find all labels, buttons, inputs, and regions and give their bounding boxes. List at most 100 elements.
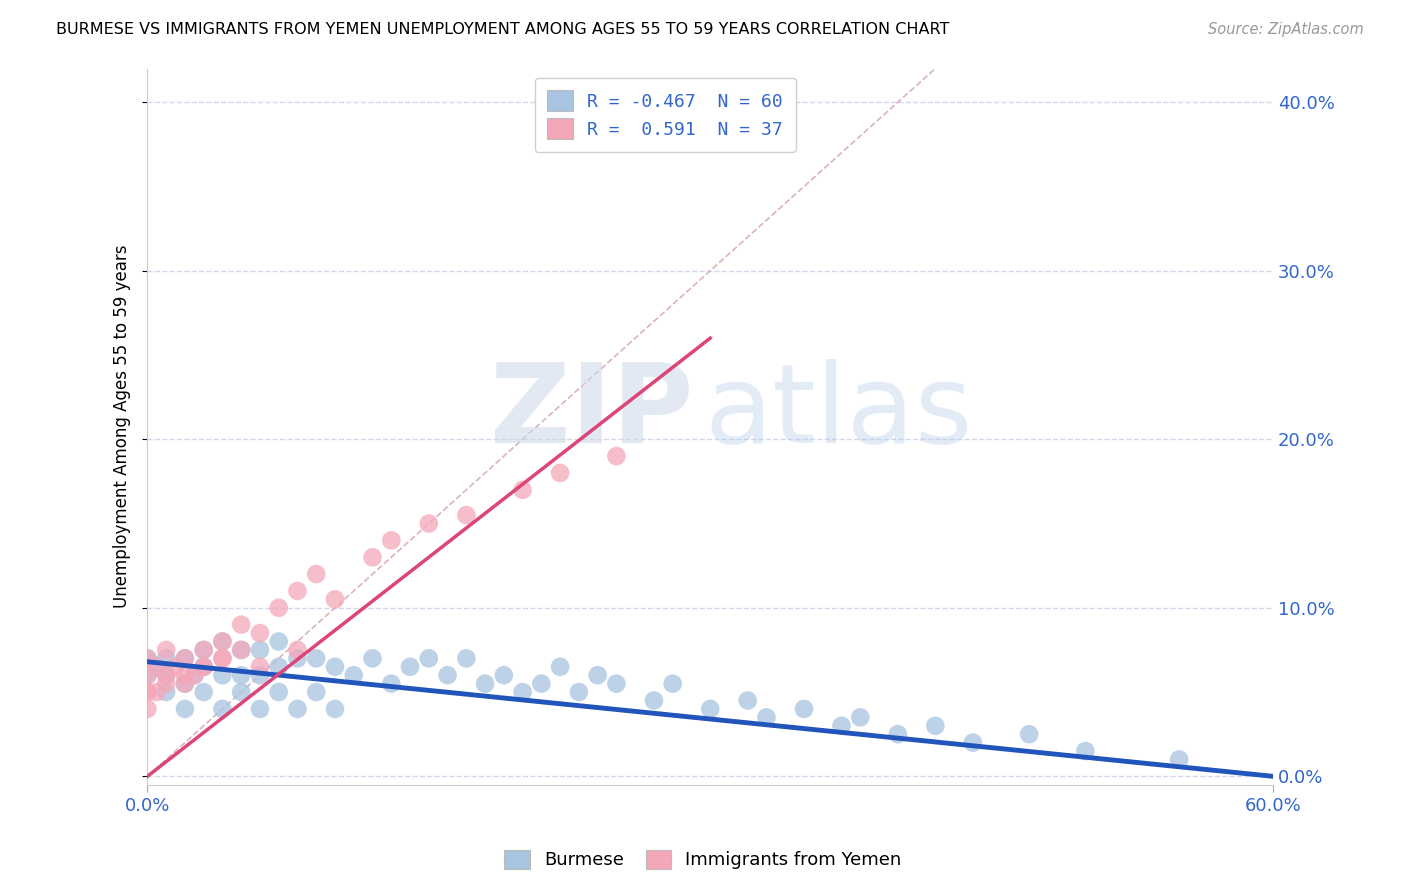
Point: [136, 651, 159, 665]
Point: [586, 668, 609, 682]
Point: [1018, 727, 1040, 741]
Text: atlas: atlas: [704, 359, 973, 466]
Point: [174, 702, 197, 716]
Point: [267, 660, 290, 674]
Legend: Burmese, Immigrants from Yemen: Burmese, Immigrants from Yemen: [495, 841, 911, 879]
Point: [343, 668, 366, 682]
Point: [183, 668, 205, 682]
Point: [174, 651, 197, 665]
Point: [249, 660, 271, 674]
Point: [136, 651, 159, 665]
Point: [249, 668, 271, 682]
Point: [136, 685, 159, 699]
Point: [492, 668, 515, 682]
Point: [155, 643, 177, 657]
Point: [174, 676, 197, 690]
Text: BURMESE VS IMMIGRANTS FROM YEMEN UNEMPLOYMENT AMONG AGES 55 TO 59 YEARS CORRELAT: BURMESE VS IMMIGRANTS FROM YEMEN UNEMPLO…: [56, 22, 949, 37]
Point: [380, 533, 402, 548]
Point: [287, 643, 309, 657]
Point: [193, 660, 215, 674]
Point: [1168, 752, 1191, 766]
Point: [211, 702, 233, 716]
Point: [249, 702, 271, 716]
Point: [211, 634, 233, 648]
Point: [231, 685, 253, 699]
Point: [183, 668, 205, 682]
Point: [530, 676, 553, 690]
Point: [605, 449, 627, 463]
Point: [323, 592, 346, 607]
Point: [418, 651, 440, 665]
Point: [887, 727, 910, 741]
Point: [211, 634, 233, 648]
Point: [287, 651, 309, 665]
Point: [146, 660, 169, 674]
Point: [267, 600, 290, 615]
Point: [174, 651, 197, 665]
Point: [231, 643, 253, 657]
Point: [548, 466, 571, 480]
Point: [211, 668, 233, 682]
Point: [155, 668, 177, 682]
Point: [231, 643, 253, 657]
Point: [831, 719, 853, 733]
Point: [924, 719, 946, 733]
Point: [249, 643, 271, 657]
Point: [136, 668, 159, 682]
Point: [605, 676, 627, 690]
Point: [193, 660, 215, 674]
Point: [231, 668, 253, 682]
Point: [305, 651, 328, 665]
Point: [399, 660, 422, 674]
Point: [361, 651, 384, 665]
Point: [456, 651, 478, 665]
Point: [146, 660, 169, 674]
Point: [737, 693, 759, 707]
Point: [380, 676, 402, 690]
Point: [193, 685, 215, 699]
Point: [436, 668, 458, 682]
Point: [136, 702, 159, 716]
Point: [136, 685, 159, 699]
Point: [193, 643, 215, 657]
Point: [305, 567, 328, 582]
Point: [361, 550, 384, 565]
Point: [643, 693, 665, 707]
Point: [165, 660, 187, 674]
Point: [962, 736, 984, 750]
Point: [231, 617, 253, 632]
Point: [474, 676, 496, 690]
Point: [155, 668, 177, 682]
Point: [512, 483, 534, 497]
Point: [305, 685, 328, 699]
Point: [193, 660, 215, 674]
Legend: R = -0.467  N = 60, R =  0.591  N = 37: R = -0.467 N = 60, R = 0.591 N = 37: [534, 78, 796, 152]
Point: [193, 643, 215, 657]
Point: [1074, 744, 1097, 758]
Point: [155, 651, 177, 665]
Point: [249, 626, 271, 640]
Text: Source: ZipAtlas.com: Source: ZipAtlas.com: [1208, 22, 1364, 37]
Point: [174, 676, 197, 690]
Point: [755, 710, 778, 724]
Y-axis label: Unemployment Among Ages 55 to 59 years: Unemployment Among Ages 55 to 59 years: [114, 245, 131, 608]
Point: [323, 660, 346, 674]
Point: [211, 651, 233, 665]
Point: [548, 660, 571, 674]
Point: [661, 676, 683, 690]
Point: [146, 685, 169, 699]
Point: [512, 685, 534, 699]
Point: [699, 702, 721, 716]
Point: [287, 583, 309, 598]
Point: [793, 702, 815, 716]
Point: [267, 634, 290, 648]
Point: [418, 516, 440, 531]
Point: [287, 702, 309, 716]
Point: [323, 702, 346, 716]
Point: [136, 668, 159, 682]
Text: ZIP: ZIP: [489, 359, 693, 466]
Point: [568, 685, 591, 699]
Point: [155, 676, 177, 690]
Point: [211, 651, 233, 665]
Point: [456, 508, 478, 522]
